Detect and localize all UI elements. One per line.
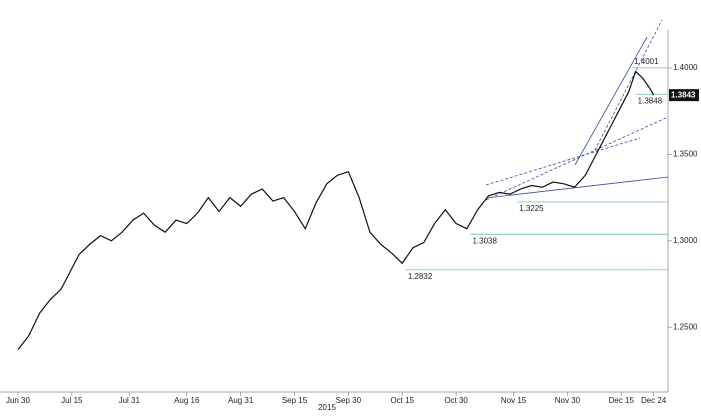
level-label: 1.3848 bbox=[638, 96, 663, 105]
channel-line bbox=[485, 137, 641, 186]
y-tick-label: 1.3000 bbox=[673, 236, 698, 245]
x-axis-label: 2015 bbox=[318, 403, 336, 412]
x-tick-label: Jul 31 bbox=[119, 396, 141, 405]
x-tick-label: Dec 15 bbox=[609, 396, 635, 405]
x-tick-label: Oct 30 bbox=[444, 396, 468, 405]
x-tick-label: Jul 15 bbox=[61, 396, 83, 405]
x-tick-label: Aug 31 bbox=[228, 396, 254, 405]
x-tick-label: Jun 30 bbox=[6, 396, 31, 405]
y-tick-label: 1.2500 bbox=[673, 322, 698, 331]
trend-line bbox=[574, 36, 648, 166]
x-tick-label: Dec 24 bbox=[641, 396, 667, 405]
level-label: 1.4001 bbox=[634, 57, 659, 66]
level-label: 1.2832 bbox=[408, 272, 433, 281]
trend-line bbox=[485, 176, 669, 199]
level-label: 1.3225 bbox=[519, 204, 544, 213]
y-tick-label: 1.3500 bbox=[673, 150, 698, 159]
price-line bbox=[17, 70, 655, 351]
x-tick-label: Aug 16 bbox=[174, 396, 200, 405]
x-tick-label: Sep 15 bbox=[282, 396, 308, 405]
level-label: 1.3038 bbox=[472, 236, 497, 245]
channel-line bbox=[594, 19, 663, 151]
x-tick-label: Nov 15 bbox=[501, 396, 527, 405]
y-tick-label: 1.4000 bbox=[673, 63, 698, 72]
x-tick-label: Oct 15 bbox=[390, 396, 414, 405]
channel-line bbox=[485, 116, 669, 201]
last-price-box bbox=[669, 89, 699, 102]
last-price-label: 1.3843 bbox=[671, 90, 696, 99]
x-tick-label: Sep 30 bbox=[336, 396, 362, 405]
x-tick-label: Nov 30 bbox=[555, 396, 581, 405]
